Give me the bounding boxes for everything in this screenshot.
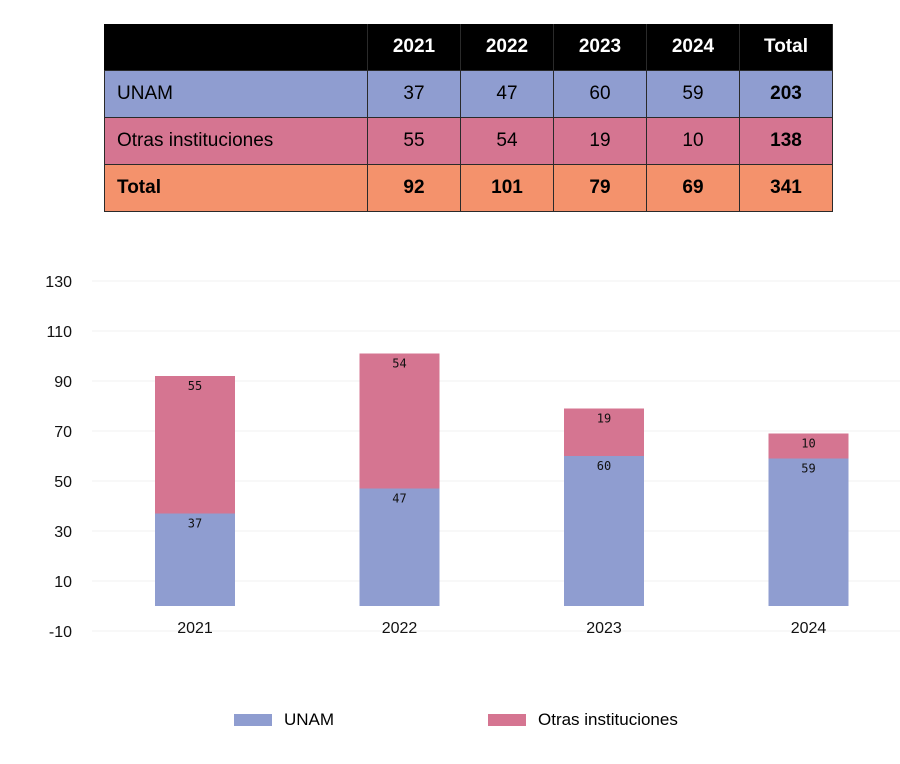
x-tick-label: 2021 xyxy=(177,620,213,637)
table-cell: 54 xyxy=(460,117,554,165)
row-label: Total xyxy=(104,164,368,212)
legend-label: Otras instituciones xyxy=(538,710,678,729)
summary-table: 2021 2022 2023 2024 Total UNAM 37 47 60 … xyxy=(104,24,833,212)
x-tick-label: 2023 xyxy=(586,620,622,637)
row-label: Otras instituciones xyxy=(104,117,368,165)
table-header-cell: 2023 xyxy=(553,24,647,71)
y-tick-label: -10 xyxy=(49,624,72,641)
legend-item-unam: UNAM xyxy=(234,710,334,730)
bar-segment xyxy=(768,458,849,606)
bar-segment xyxy=(768,433,849,459)
table-header-cell: 2024 xyxy=(646,24,740,71)
table-header-cell: Total xyxy=(739,24,833,71)
y-tick-label: 130 xyxy=(45,274,72,291)
y-tick-label: 90 xyxy=(54,374,72,391)
x-tick-label: 2022 xyxy=(382,620,418,637)
table-header-cell: 2021 xyxy=(367,24,461,71)
table-header-cell: 2022 xyxy=(460,24,554,71)
legend-item-otras: Otras instituciones xyxy=(488,710,678,730)
table-cell: 19 xyxy=(553,117,647,165)
y-tick-label: 110 xyxy=(46,324,72,341)
y-tick-label: 50 xyxy=(54,474,72,491)
data-label: 10 xyxy=(801,437,815,451)
row-label: UNAM xyxy=(104,70,368,118)
y-tick-label: 30 xyxy=(54,524,72,541)
row-total-cell: 138 xyxy=(739,117,833,165)
table-cell: 69 xyxy=(646,164,740,212)
bar-segment xyxy=(564,408,644,456)
data-label: 55 xyxy=(188,379,202,393)
table-cell: 79 xyxy=(553,164,647,212)
table-header-row: 2021 2022 2023 2024 Total xyxy=(104,24,833,71)
legend-label: UNAM xyxy=(284,710,335,729)
bar-segment xyxy=(155,376,235,514)
bar-segment xyxy=(564,456,644,606)
data-label: 60 xyxy=(597,459,611,473)
x-tick-label: 2024 xyxy=(791,620,827,637)
table-cell: 37 xyxy=(367,70,461,118)
row-total-cell: 341 xyxy=(739,164,833,212)
table-cell: 47 xyxy=(460,70,554,118)
data-label: 54 xyxy=(392,357,406,371)
y-tick-label: 10 xyxy=(54,574,72,591)
bar-segment xyxy=(359,488,440,606)
table-cell: 55 xyxy=(367,117,461,165)
data-label: 59 xyxy=(801,462,815,476)
bar-segment xyxy=(155,513,235,606)
table-cell: 101 xyxy=(460,164,554,212)
table-cell: 60 xyxy=(553,70,647,118)
bar-segment xyxy=(359,353,440,489)
table-row: UNAM 37 47 60 59 203 xyxy=(104,70,833,118)
row-total-cell: 203 xyxy=(739,70,833,118)
data-label: 37 xyxy=(188,517,202,531)
data-label: 19 xyxy=(597,412,611,426)
stacked-bar-chart: -10 10 30 50 70 90 110 130 37 55 2021 47 54 2022 60 19 2… xyxy=(45,274,900,641)
table-row: Otras instituciones 55 54 19 10 138 xyxy=(104,117,833,165)
data-label: 47 xyxy=(392,492,406,506)
table-cell: 10 xyxy=(646,117,740,165)
legend-swatch-otras xyxy=(488,714,526,726)
y-tick-label: 70 xyxy=(54,424,72,441)
table-row: Total 92 101 79 69 341 xyxy=(104,164,833,212)
table-cell: 59 xyxy=(646,70,740,118)
table-header-cell xyxy=(104,24,368,71)
table-cell: 92 xyxy=(367,164,461,212)
legend-swatch-unam xyxy=(234,714,272,726)
